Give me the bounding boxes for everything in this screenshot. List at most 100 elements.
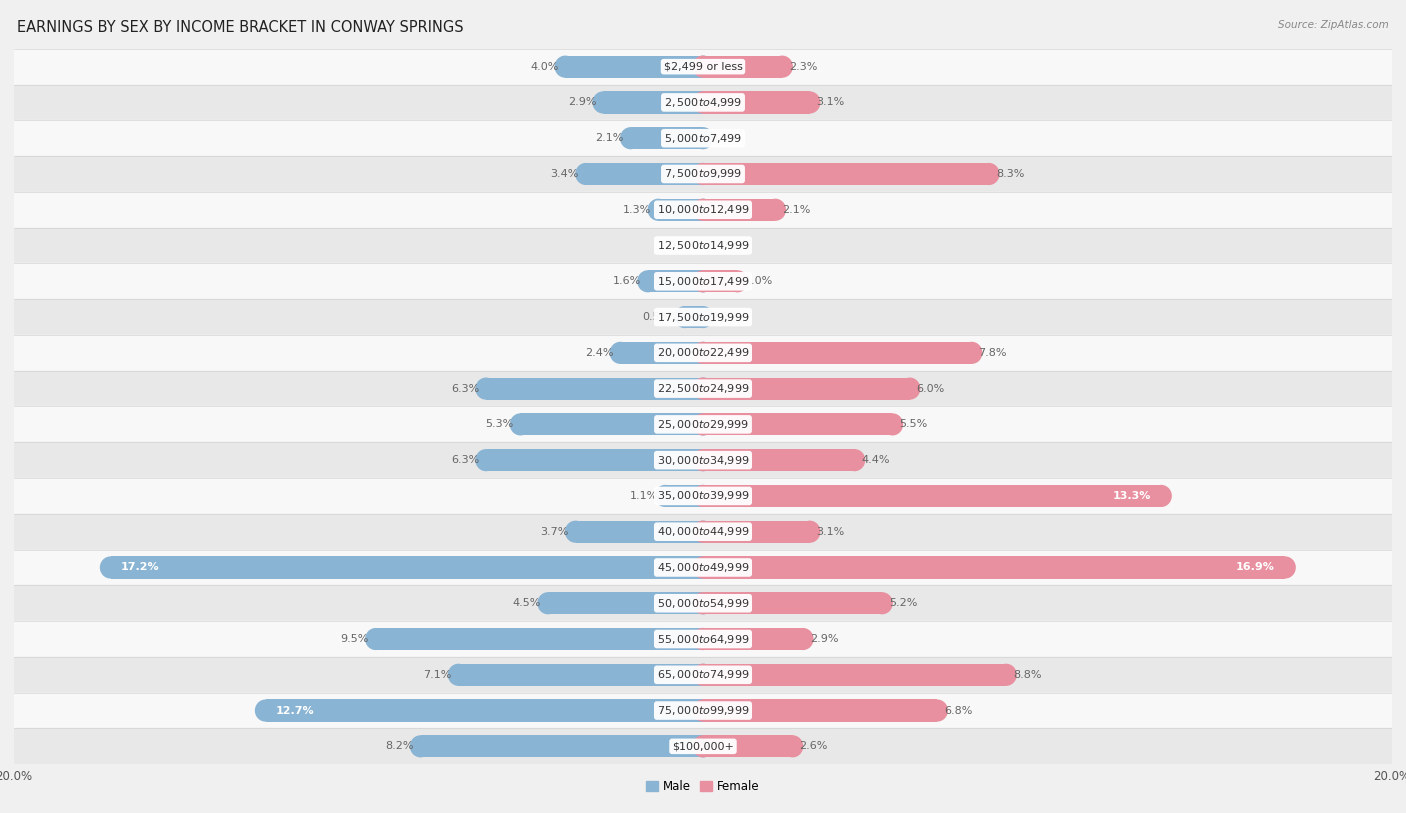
Bar	[14, 442, 1392, 478]
Bar	[14, 192, 1392, 228]
Bar	[14, 263, 1392, 299]
Circle shape	[692, 628, 714, 650]
Bar	[703, 663, 1007, 686]
Bar	[14, 550, 1392, 585]
Circle shape	[772, 55, 793, 78]
Circle shape	[692, 520, 714, 543]
Text: 4.4%: 4.4%	[862, 455, 890, 465]
Circle shape	[692, 449, 714, 472]
Text: 0.0%: 0.0%	[668, 241, 696, 250]
Bar	[685, 306, 703, 328]
Circle shape	[765, 198, 786, 221]
Circle shape	[692, 270, 714, 293]
Circle shape	[620, 127, 641, 150]
Text: 2.6%: 2.6%	[800, 741, 828, 751]
Text: 6.3%: 6.3%	[451, 455, 479, 465]
Bar	[14, 693, 1392, 728]
Circle shape	[692, 413, 714, 436]
Circle shape	[673, 306, 696, 328]
Circle shape	[610, 341, 631, 364]
Text: 6.0%: 6.0%	[917, 384, 945, 393]
Text: $5,000 to $7,499: $5,000 to $7,499	[664, 132, 742, 145]
Text: $100,000+: $100,000+	[672, 741, 734, 751]
Text: $30,000 to $34,999: $30,000 to $34,999	[657, 454, 749, 467]
Circle shape	[366, 628, 387, 650]
Text: 3.1%: 3.1%	[817, 527, 845, 537]
Circle shape	[898, 377, 921, 400]
Text: 16.9%: 16.9%	[1236, 563, 1275, 572]
Text: 1.6%: 1.6%	[613, 276, 641, 286]
Circle shape	[727, 270, 748, 293]
Text: 17.2%: 17.2%	[121, 563, 159, 572]
Circle shape	[927, 699, 948, 722]
Bar	[631, 127, 703, 150]
Circle shape	[692, 592, 714, 615]
Circle shape	[411, 735, 432, 758]
Circle shape	[447, 663, 470, 686]
Circle shape	[799, 91, 821, 114]
Bar	[703, 163, 988, 185]
Bar	[14, 728, 1392, 764]
Circle shape	[1274, 556, 1296, 579]
Circle shape	[692, 735, 714, 758]
Text: Source: ZipAtlas.com: Source: ZipAtlas.com	[1278, 20, 1389, 30]
Circle shape	[692, 198, 714, 221]
Bar	[14, 85, 1392, 120]
Text: 7.8%: 7.8%	[979, 348, 1007, 358]
Bar	[586, 163, 703, 185]
Bar	[703, 735, 793, 758]
Bar	[703, 592, 882, 615]
Bar	[565, 55, 703, 78]
Bar	[703, 341, 972, 364]
Text: 5.2%: 5.2%	[889, 598, 917, 608]
Text: 1.3%: 1.3%	[623, 205, 651, 215]
Text: 7.1%: 7.1%	[423, 670, 451, 680]
Text: $25,000 to $29,999: $25,000 to $29,999	[657, 418, 749, 431]
Text: $45,000 to $49,999: $45,000 to $49,999	[657, 561, 749, 574]
Text: 5.5%: 5.5%	[900, 420, 928, 429]
Text: 3.4%: 3.4%	[551, 169, 579, 179]
Bar	[14, 228, 1392, 263]
Circle shape	[692, 520, 714, 543]
Circle shape	[792, 628, 814, 650]
Text: 5.3%: 5.3%	[485, 420, 513, 429]
Text: 6.8%: 6.8%	[945, 706, 973, 715]
Circle shape	[510, 413, 531, 436]
Bar	[14, 49, 1392, 85]
Bar	[703, 699, 938, 722]
Circle shape	[100, 556, 121, 579]
Text: $15,000 to $17,499: $15,000 to $17,499	[657, 275, 749, 288]
Circle shape	[872, 592, 893, 615]
Bar	[703, 556, 1285, 579]
Bar	[703, 413, 893, 436]
Circle shape	[692, 306, 714, 328]
Circle shape	[554, 55, 576, 78]
Text: 0.0%: 0.0%	[710, 312, 738, 322]
Text: $12,500 to $14,999: $12,500 to $14,999	[657, 239, 749, 252]
Text: $22,500 to $24,999: $22,500 to $24,999	[657, 382, 749, 395]
Circle shape	[962, 341, 983, 364]
Text: EARNINGS BY SEX BY INCOME BRACKET IN CONWAY SPRINGS: EARNINGS BY SEX BY INCOME BRACKET IN CON…	[17, 20, 464, 35]
Text: 0.53%: 0.53%	[643, 312, 678, 322]
Circle shape	[979, 163, 1000, 185]
Bar	[14, 299, 1392, 335]
Bar	[703, 198, 775, 221]
Circle shape	[692, 628, 714, 650]
Circle shape	[799, 520, 821, 543]
Bar	[703, 91, 810, 114]
Bar	[703, 55, 782, 78]
Text: 2.9%: 2.9%	[568, 98, 596, 107]
Circle shape	[782, 735, 803, 758]
Text: 9.5%: 9.5%	[340, 634, 368, 644]
Circle shape	[692, 556, 714, 579]
Circle shape	[844, 449, 865, 472]
Circle shape	[692, 341, 714, 364]
Bar	[620, 341, 703, 364]
Circle shape	[692, 449, 714, 472]
Text: $35,000 to $39,999: $35,000 to $39,999	[657, 489, 749, 502]
Circle shape	[692, 663, 714, 686]
Text: 2.4%: 2.4%	[585, 348, 613, 358]
Circle shape	[692, 198, 714, 221]
Bar	[703, 520, 810, 543]
Circle shape	[692, 485, 714, 507]
